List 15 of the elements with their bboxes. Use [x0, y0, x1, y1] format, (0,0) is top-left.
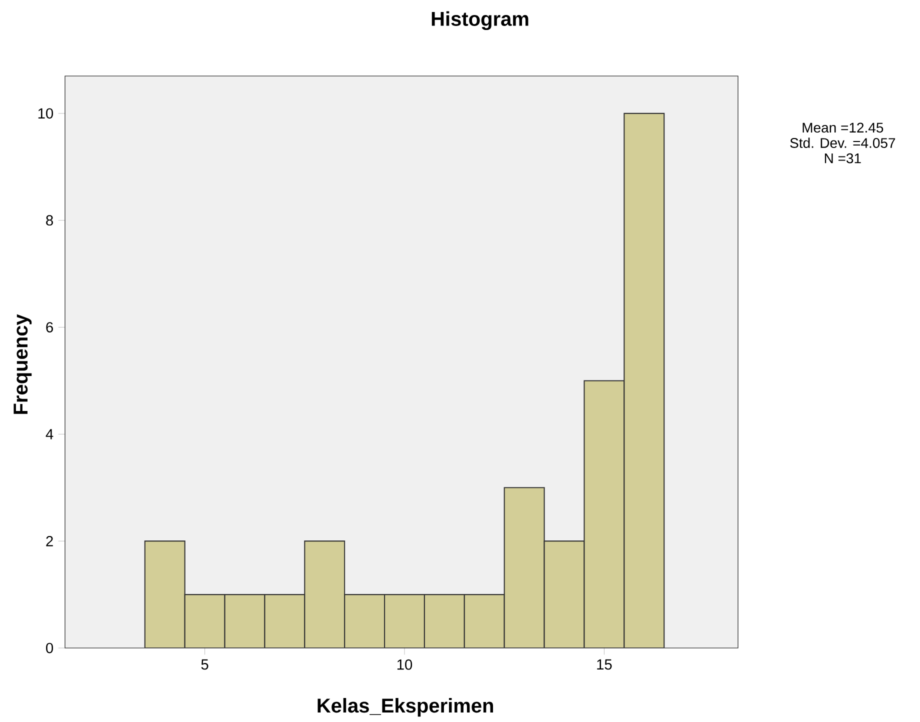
chart-title: Histogram	[432, 11, 528, 30]
y-tick-label: 6	[46, 322, 53, 332]
y-tick-label: 4	[46, 429, 54, 440]
x-tick-label: 10	[397, 659, 412, 670]
y-tick-label: 10	[38, 108, 54, 119]
y-axis-title: Frequency	[14, 314, 32, 414]
y-tick-label: 8	[46, 215, 53, 226]
x-axis-title: Kelas_Eksperimen	[318, 698, 494, 717]
y-tick-label: 2	[46, 536, 53, 546]
text: N =31	[824, 153, 861, 164]
x-tick-label: 15	[597, 659, 612, 670]
text: Mean =12.45	[802, 122, 884, 133]
x-tick-label: 5	[201, 659, 208, 670]
y-tick-label: 0	[46, 642, 54, 654]
text: Std. Dev. =4.057	[790, 138, 896, 148]
